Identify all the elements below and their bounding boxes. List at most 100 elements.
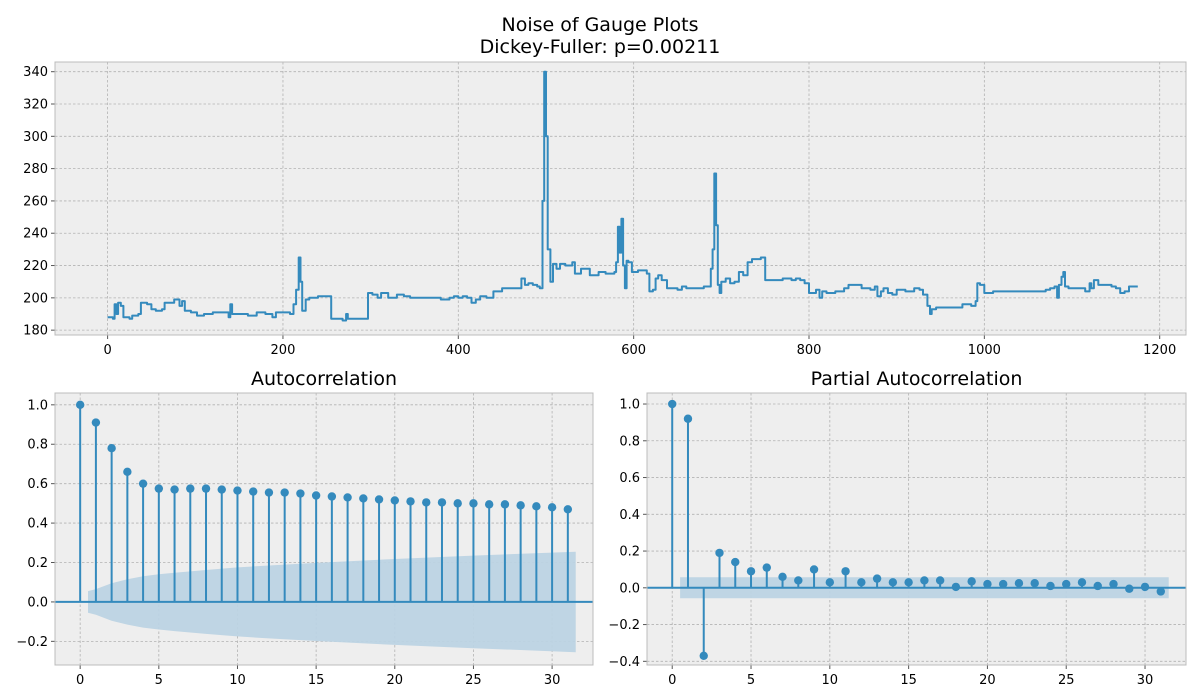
y-tick-label: 0.2 xyxy=(619,545,640,560)
acf-marker xyxy=(233,486,242,495)
plot-frame xyxy=(54,392,594,666)
pacf-marker xyxy=(1014,579,1024,588)
x-tick-label: 0 xyxy=(668,673,676,688)
pacf-marker xyxy=(809,565,819,574)
y-tick-label: 340 xyxy=(23,65,48,80)
acf-title: Autocorrelation xyxy=(251,368,397,390)
pacf-marker xyxy=(683,414,693,423)
x-tick-label: 10 xyxy=(229,673,246,688)
x-tick-label: 0 xyxy=(76,673,84,688)
pacf-marker xyxy=(746,567,756,576)
pacf-marker xyxy=(1156,587,1165,596)
y-tick-label: −0.2 xyxy=(16,635,48,650)
acf-marker xyxy=(437,498,447,507)
acf-marker xyxy=(311,491,321,500)
x-tick-label: 800 xyxy=(797,343,822,358)
pacf-marker xyxy=(1062,579,1071,589)
pacf-marker xyxy=(998,579,1008,589)
acf-marker xyxy=(186,484,195,493)
acf-marker xyxy=(484,500,494,509)
pacf-marker xyxy=(762,563,771,572)
pacf-marker xyxy=(841,567,850,576)
acf-marker xyxy=(390,496,399,505)
pacf-marker xyxy=(715,548,724,558)
pacf-marker xyxy=(731,557,740,567)
y-tick-label: 0.2 xyxy=(27,556,48,571)
pacf-marker xyxy=(1077,578,1087,587)
y-tick-label: 0.4 xyxy=(27,517,48,532)
pacf-marker xyxy=(1140,582,1150,592)
y-tick-label: 0.4 xyxy=(619,508,640,523)
acf-marker xyxy=(359,494,368,503)
x-tick-label: 1200 xyxy=(1143,343,1176,358)
acf-marker xyxy=(249,487,258,496)
acf-marker xyxy=(217,485,226,494)
y-tick-label: 0.8 xyxy=(619,434,640,449)
y-tick-label: 0.0 xyxy=(27,595,48,610)
plot-frame xyxy=(54,61,1187,336)
y-tick-label: −0.2 xyxy=(608,618,640,633)
y-tick-label: 1.0 xyxy=(619,398,640,413)
acf-marker xyxy=(500,500,510,509)
acf-marker xyxy=(374,495,384,504)
y-tick-label: 180 xyxy=(23,324,48,339)
acf-marker xyxy=(327,492,337,501)
y-tick-label: −0.4 xyxy=(608,655,640,670)
pacf-marker xyxy=(794,576,803,585)
acf-marker xyxy=(296,489,305,498)
x-tick-label: 30 xyxy=(1137,673,1154,688)
x-tick-label: 400 xyxy=(446,343,471,358)
acf-marker xyxy=(138,479,148,488)
pacf-marker xyxy=(1093,581,1102,591)
y-tick-label: 1.0 xyxy=(27,398,48,413)
y-tick-label: 280 xyxy=(23,162,48,177)
pacf-marker xyxy=(778,572,787,581)
x-tick-label: 15 xyxy=(308,673,325,688)
acf-marker xyxy=(406,497,415,506)
x-tick-label: 5 xyxy=(155,673,163,688)
y-tick-label: 0.6 xyxy=(619,471,640,486)
pacf-marker xyxy=(920,576,929,585)
gauge-noise-line-plot: 0 200 400 600 800 1000 1200 180 200 220 240 260 280 3… xyxy=(23,61,1187,358)
acf-marker xyxy=(75,400,85,410)
acf-marker xyxy=(453,499,462,508)
acf-marker xyxy=(107,443,116,453)
acf-marker xyxy=(422,498,431,507)
pacf-marker xyxy=(1109,579,1118,589)
plot-area-background xyxy=(55,62,1186,335)
x-tick-label: 600 xyxy=(621,343,646,358)
figure-title-line-2: Dickey-Fuller: p=0.00211 xyxy=(479,36,721,58)
pacf-title: Partial Autocorrelation xyxy=(811,368,1023,390)
x-tick-label: 1000 xyxy=(968,343,1001,358)
acf-marker xyxy=(469,499,478,508)
x-tick-label: 20 xyxy=(387,673,404,688)
pacf-marker xyxy=(888,578,898,587)
pacf-marker xyxy=(825,578,835,587)
y-tick-label: 240 xyxy=(23,227,48,242)
x-tick-label: 25 xyxy=(465,673,482,688)
pacf-marker xyxy=(1125,584,1134,593)
x-tick-label: 15 xyxy=(900,673,917,688)
pacf-marker xyxy=(1046,581,1055,591)
pacf-marker xyxy=(872,574,882,583)
y-tick-label: 0.0 xyxy=(619,581,640,596)
x-tick-label: 25 xyxy=(1058,673,1075,688)
x-tick-label: 200 xyxy=(271,343,296,358)
acf-marker xyxy=(547,503,557,512)
pacf-marker xyxy=(668,399,677,409)
y-tick-label: 0.8 xyxy=(27,438,48,453)
x-tick-label: 20 xyxy=(979,673,996,688)
acf-marker xyxy=(154,484,164,493)
pacf-marker xyxy=(904,578,913,587)
acf-marker xyxy=(563,505,573,514)
partial-autocorrelation-plot: 0 5 10 15 20 25 30 −0.4 −0.2 0.0 0.2 0.4 0.6 0.8 1.0 Pa… xyxy=(608,368,1187,688)
y-tick-label: 320 xyxy=(23,98,48,113)
pacf-marker xyxy=(951,582,961,592)
acf-marker xyxy=(170,485,179,494)
pacf-marker xyxy=(1030,579,1039,588)
x-tick-label: 5 xyxy=(747,673,755,688)
acf-marker xyxy=(532,502,541,511)
y-tick-label: 300 xyxy=(23,130,48,145)
acf-marker xyxy=(264,488,274,497)
